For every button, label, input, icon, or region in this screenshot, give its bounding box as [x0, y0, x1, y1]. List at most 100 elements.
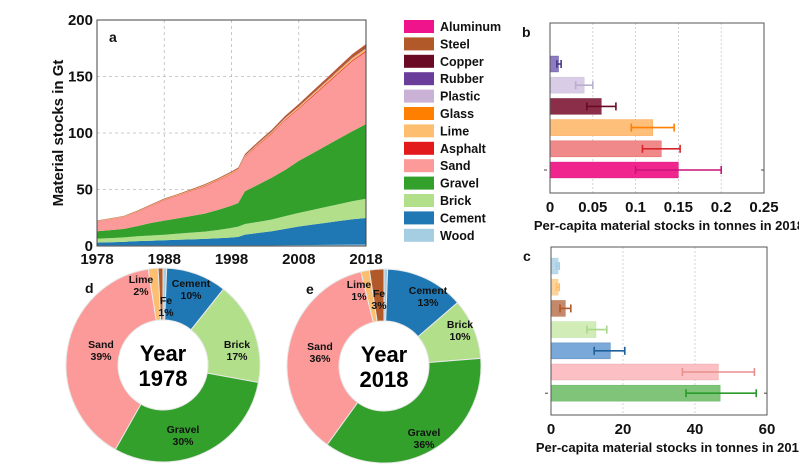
x-tick-label: 1978	[80, 251, 113, 268]
legend-swatch	[404, 124, 434, 138]
slice-label-line: 39%	[90, 351, 112, 363]
panel-label: b	[522, 24, 531, 40]
donut-slice-gravel	[326, 357, 482, 464]
donut-slice-sand	[65, 268, 157, 451]
slice-label-fe: Fe1%	[158, 295, 174, 319]
legend-item-asphalt: Asphalt	[404, 141, 487, 156]
slice-label-line: Brick	[224, 339, 250, 351]
legend-label: Wood	[440, 229, 474, 243]
slice-label-line: Cement	[172, 278, 211, 290]
bar-group-aluminum	[549, 161, 723, 179]
legend-item-copper: Copper	[404, 54, 484, 69]
x-tick-label: 2018	[349, 251, 382, 268]
panel-label: d	[85, 280, 94, 296]
legend-label: Lime	[440, 124, 469, 138]
x-tick-label: 20	[615, 421, 632, 438]
legend-label: Asphalt	[440, 142, 487, 156]
y-tick-label: 200	[68, 12, 93, 29]
slice-label-line: Fe	[373, 288, 385, 300]
slice-label-line: Sand	[307, 341, 333, 353]
legend-item-lime: Lime	[404, 124, 469, 138]
y-tick-label: 100	[68, 125, 93, 142]
legend-label: Brick	[440, 194, 471, 208]
legend-item-cement: Cement	[404, 211, 487, 225]
x-tick-label: 0.1	[625, 199, 646, 216]
bar-group-wood	[550, 257, 561, 275]
donut-slice-sand	[286, 271, 374, 446]
area-series-gravel	[97, 124, 366, 239]
center-label-value: 2018	[360, 367, 409, 392]
slice-label-line: Fe	[160, 295, 172, 307]
center-label-value: 1978	[139, 366, 188, 391]
slice-label-line: 10%	[180, 290, 202, 302]
bar-group-steel	[550, 300, 572, 317]
slice-label-line: 1%	[351, 291, 367, 303]
x-tick-label: 0.25	[749, 199, 778, 216]
plot-frame	[549, 22, 765, 194]
area-series-brick	[97, 198, 366, 243]
slice-label-line: 3%	[371, 300, 387, 312]
legend-label: Aluminum	[440, 20, 501, 34]
legend-swatch	[404, 159, 434, 173]
panel-label: c	[523, 248, 531, 264]
legend-item-glass: Glass	[404, 107, 474, 121]
legend-item-rubber: Rubber	[404, 72, 484, 86]
plot-frame	[550, 246, 768, 416]
bar-group-brick	[550, 321, 608, 338]
donut-slice-gravel	[114, 372, 260, 463]
bar-group-cement	[550, 342, 626, 360]
plot-frame	[96, 19, 367, 247]
slice-label-fe: Fe3%	[371, 288, 387, 312]
legend-swatch	[404, 37, 434, 51]
slice-label-line: 13%	[417, 297, 439, 309]
legend-swatch	[404, 194, 434, 207]
panel-label: a	[109, 29, 117, 45]
slice-label-line: 36%	[309, 353, 331, 365]
x-tick-label: 0	[546, 199, 554, 216]
x-tick-label: 0	[547, 421, 555, 438]
x-tick-label: 2008	[282, 251, 315, 268]
slice-label-line: 36%	[413, 439, 435, 451]
legend-item-steel: Steel	[404, 37, 470, 51]
slice-label-line: Sand	[88, 339, 114, 351]
panel-a-area-chart: 0 50 100 150 200 1978 1988 1998 2008 2018 Material…	[50, 12, 383, 268]
x-tick-label: 60	[759, 421, 776, 438]
slice-label-line: Brick	[447, 319, 473, 331]
legend-item-wood: Wood	[404, 228, 474, 243]
bar-group-lime	[550, 278, 561, 296]
legend-item-sand: Sand	[404, 159, 471, 173]
slice-label-line: 10%	[449, 331, 471, 343]
bar-group-asphalt	[549, 140, 681, 158]
legend-swatch	[404, 176, 434, 190]
x-tick-label: 1988	[148, 251, 181, 268]
legend-label: Copper	[440, 55, 484, 69]
slice-label-line: Lime	[129, 274, 154, 286]
slice-label-line: 2%	[133, 286, 149, 298]
panel-b-bar-chart: 0 0.05 0.1 0.15 0.2 0.25 Per-capita material s…	[522, 22, 799, 233]
legend-swatch	[404, 141, 434, 155]
y-tick-label: 150	[68, 69, 93, 86]
legend-item-brick: Brick	[404, 194, 471, 208]
slice-label-line: Gravel	[167, 424, 200, 436]
bar-group-lime	[549, 119, 675, 136]
legend-swatch	[404, 54, 434, 68]
x-tick-label: 0.05	[578, 199, 607, 216]
legend-swatch	[404, 107, 434, 120]
legend-item-aluminum: Aluminum	[404, 20, 501, 34]
area-series-sand	[97, 51, 366, 232]
legend-label: Rubber	[440, 72, 484, 86]
slice-label-line: 30%	[172, 436, 194, 448]
slice-label-line: Lime	[347, 279, 372, 291]
donut-slice-fe	[368, 268, 385, 323]
legend-label: Steel	[440, 37, 470, 51]
x-tick-label: 0.15	[664, 199, 693, 216]
